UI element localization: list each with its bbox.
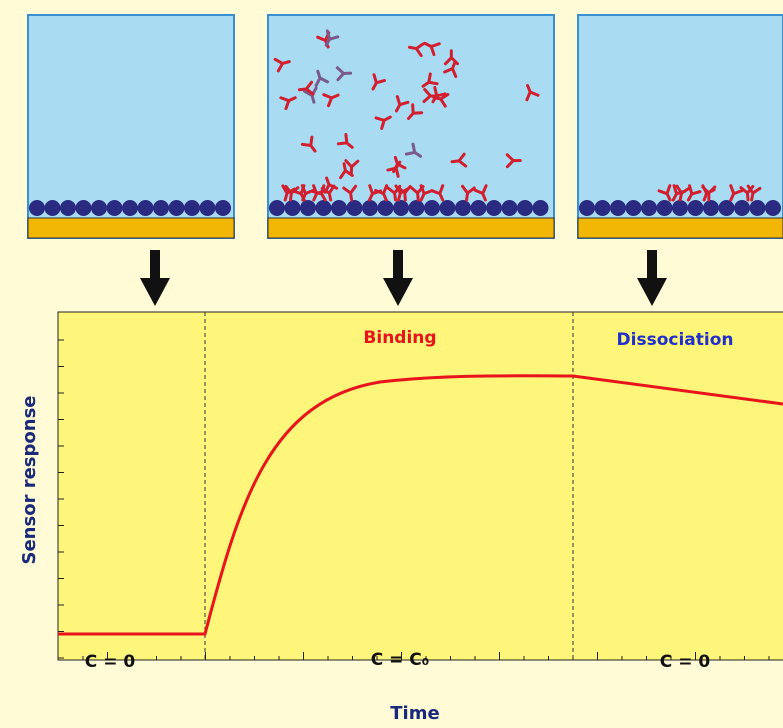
ligand [106,200,123,216]
ligand [393,200,409,216]
ligand [29,200,45,216]
plot-area [57,311,783,661]
ligand [300,200,316,216]
ligand [91,200,107,216]
axis-ticks [58,339,770,660]
ligand [137,200,154,216]
ligand [486,200,502,216]
ligand [625,200,642,216]
y-axis-label: Sensor response [19,396,40,565]
ligand [60,200,76,216]
ligand [75,200,92,216]
condition-label: C = 0 [85,652,136,672]
ligand [656,200,673,216]
ligand [749,200,766,216]
x-axis-label: Time [390,703,439,724]
ligand [153,200,169,216]
ligand [184,200,200,216]
ligand [718,200,735,216]
gold-surface [267,217,555,239]
condition-label: C = C₀ [371,650,429,670]
ligand [734,200,750,216]
ligand [579,200,595,216]
ligand [641,200,657,216]
gold-surface [577,217,783,239]
ligand [470,200,487,216]
ligand [594,200,611,216]
gold-surface [27,217,235,239]
ligand [672,200,688,216]
sensor-panels [27,14,783,239]
ligand [517,200,533,216]
ligand [362,200,378,216]
arrows [140,250,667,306]
ligand [439,200,456,216]
ligand [346,200,363,216]
ligand [408,200,425,216]
ligand [765,200,781,216]
ligand [168,200,185,216]
ligand [424,200,440,216]
ligand [215,200,231,216]
phase-label: Dissociation [617,330,734,350]
phase-label: Binding [363,328,436,348]
response-curve [58,374,783,636]
ligand [315,200,332,216]
ligand [501,200,518,216]
ligand [687,200,704,216]
ligand [122,200,138,216]
ligand [377,200,394,216]
ligand [331,200,347,216]
ligand [44,200,61,216]
ligand [455,200,471,216]
ligand [199,200,216,216]
ligand [610,200,626,216]
condition-label: C = 0 [660,652,711,672]
ligand [284,200,301,216]
ligand [269,200,285,216]
ligand [532,200,549,216]
ligand [703,200,719,216]
